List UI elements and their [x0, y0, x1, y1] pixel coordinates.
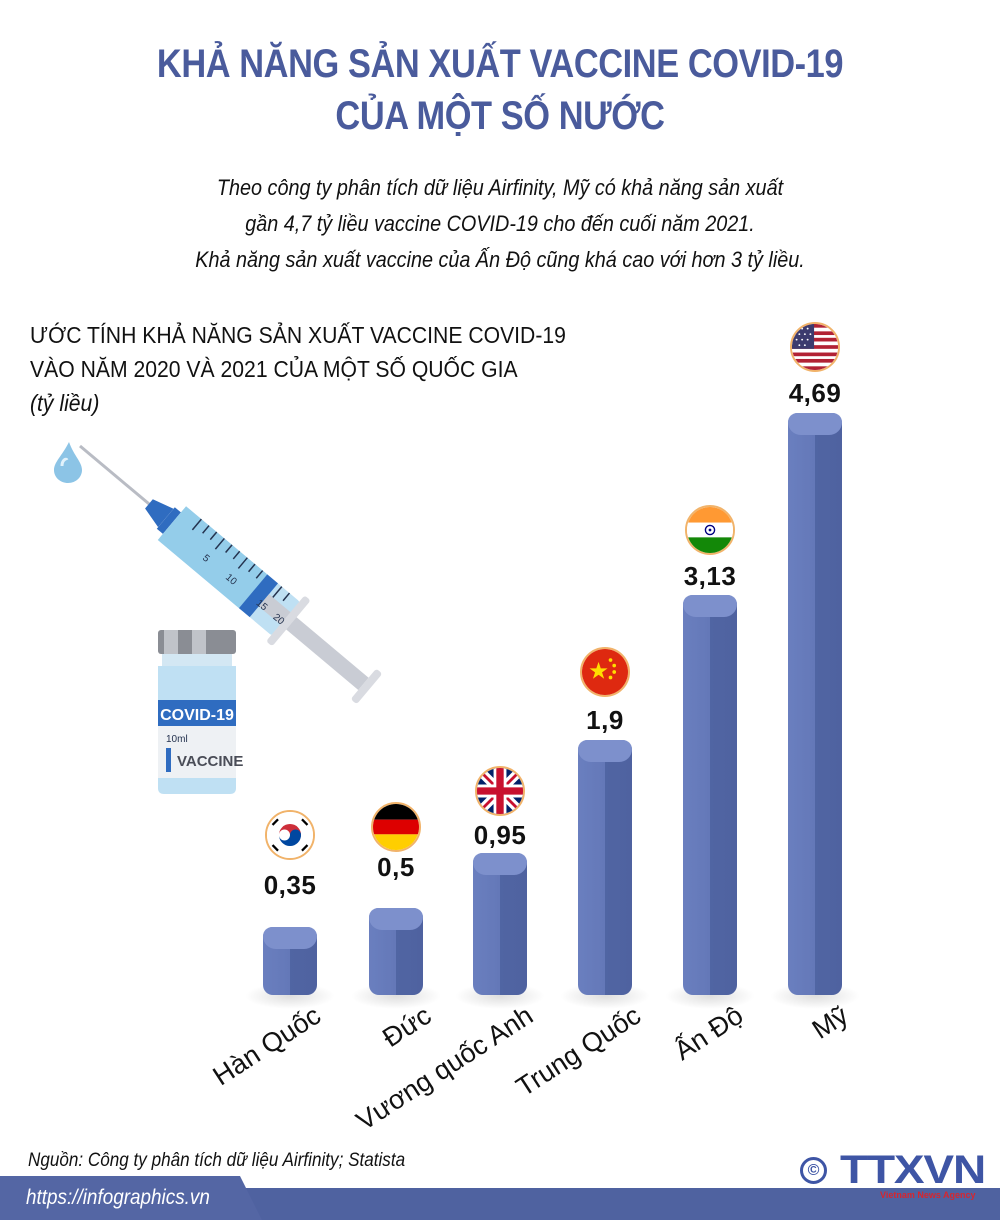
bar-value: 4,69 [788, 378, 842, 408]
x-label-south-korea: Hàn Quốc [208, 1000, 327, 1092]
droplet-icon [54, 442, 82, 483]
bar-value: 3,13 [683, 561, 737, 591]
logo-text: TTXVN [840, 1148, 986, 1192]
svg-text:10ml: 10ml [166, 734, 188, 745]
x-label-united-kingdom: Vương quốc Anh [350, 1000, 539, 1137]
vaccine-vial-icon: COVID-19 10ml VACCINE [158, 630, 243, 794]
syringe-vial-illustration: 5 10 15 20 COVID-19 10ml VACCINE [54, 442, 382, 794]
footer-url-tab [0, 1176, 262, 1220]
svg-text:5: 5 [200, 553, 212, 565]
united-states-flag-icon [790, 322, 840, 372]
infographic-title: KHẢ NĂNG SẢN XUẤT VACCINE COVID-19 CỦA M… [70, 38, 930, 142]
bar-united-states[interactable] [788, 413, 842, 995]
bar-china[interactable] [578, 740, 632, 995]
bar-value: 0,35 [263, 870, 317, 900]
chart-heading-line-1: ƯỚC TÍNH KHẢ NĂNG SẢN XUẤT VACCINE COVID… [30, 322, 566, 348]
bar-group-china: 1,9 [550, 645, 660, 1009]
copyright-icon: © [800, 1157, 827, 1184]
bar-germany[interactable] [369, 908, 423, 995]
bar-india[interactable] [683, 595, 737, 995]
intro-line-2: gần 4,7 tỷ liều vaccine COVID-19 cho đến… [245, 211, 755, 236]
chart-heading: ƯỚC TÍNH KHẢ NĂNG SẢN XUẤT VACCINE COVID… [30, 318, 674, 420]
bar-group-germany: 0,5 [341, 802, 451, 1009]
bar-group-india: 3,13 [655, 503, 765, 1009]
china-flag-icon [580, 647, 630, 697]
bar-group-united-states: 4,69 [760, 320, 870, 1009]
title-line-2: CỦA MỘT SỐ NƯỚC [335, 94, 665, 138]
title-line-1: KHẢ NĂNG SẢN XUẤT VACCINE COVID-19 [156, 42, 844, 86]
bar-united-kingdom[interactable] [473, 853, 527, 995]
chart-heading-line-2: VÀO NĂM 2020 VÀ 2021 CỦA MỘT SỐ QUỐC GIA [30, 356, 518, 382]
svg-text:COVID-19: COVID-19 [160, 707, 234, 724]
bar-south-korea[interactable] [263, 927, 317, 995]
source-note: Nguồn: Công ty phân tích dữ liệu Airfini… [28, 1150, 406, 1171]
germany-flag-icon [371, 802, 421, 852]
bar-group-united-kingdom: 0,95 [445, 760, 555, 1009]
x-label-india: Ấn Độ [669, 1000, 749, 1067]
united-kingdom-flag-icon [475, 766, 525, 816]
bar-value: 0,5 [377, 852, 415, 882]
south-korea-flag-icon [265, 810, 315, 860]
intro-line-1: Theo công ty phân tích dữ liệu Airfinity… [216, 175, 784, 200]
bar-group-south-korea: 0,35 [235, 810, 345, 1009]
india-flag-icon [685, 505, 735, 555]
chart-unit: (tỷ liều) [30, 390, 100, 416]
bar-value: 1,9 [586, 705, 624, 735]
svg-text:VACCINE: VACCINE [177, 753, 243, 770]
intro-text: Theo công ty phân tích dữ liệu Airfinity… [50, 170, 950, 278]
footer-url-link[interactable]: https://infographics.vn [26, 1186, 210, 1209]
intro-line-3: Khả năng sản xuất vaccine của Ấn Độ cũng… [195, 247, 805, 272]
logo-subtitle: Vietnam News Agency [880, 1190, 976, 1200]
bar-value: 0,95 [473, 820, 527, 850]
ttxvn-logo: © TTXVN Vietnam News Agency [800, 1148, 986, 1202]
syringe-icon: 5 10 15 20 [79, 444, 382, 704]
